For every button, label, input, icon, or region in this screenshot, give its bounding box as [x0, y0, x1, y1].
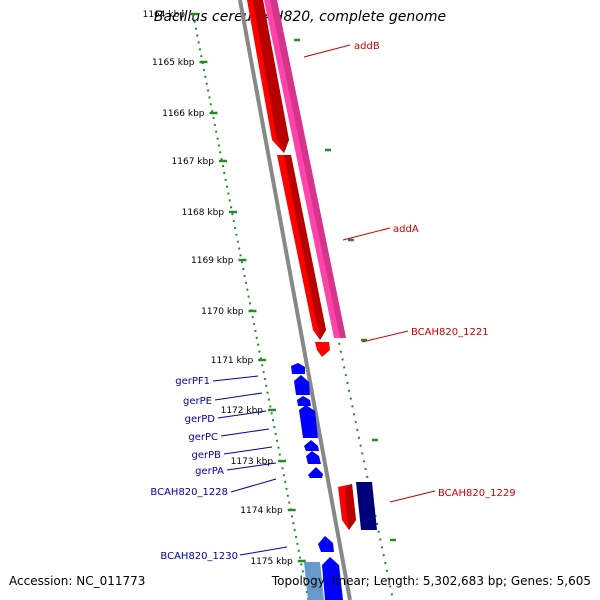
gene-BCAH820-1230	[318, 536, 334, 552]
gene-label[interactable]: BCAH820_1229	[438, 488, 516, 499]
gene-BCAH820-1228	[308, 467, 323, 478]
gene-dark-navy	[356, 482, 377, 530]
gene-label-leader	[389, 490, 436, 503]
gene-label-leader	[217, 410, 267, 419]
tick-label: 1171 kbp	[211, 356, 254, 366]
tick-label: 1175 kbp	[250, 557, 293, 567]
gene-light-blue-bottom	[304, 562, 324, 600]
gene-label[interactable]: gerPD	[185, 414, 216, 425]
tick-label: 1170 kbp	[201, 307, 244, 317]
tick-label: 1173 kbp	[231, 457, 274, 467]
gene-label[interactable]: addA	[393, 224, 419, 235]
gene-label-leader	[226, 462, 277, 471]
map-title: Bacillus cereus AH820, complete genome	[153, 9, 447, 25]
gene-label-leader	[230, 478, 277, 493]
gene-gerPC	[299, 405, 318, 438]
gene-gerPE	[294, 375, 310, 395]
tick-label: 1166 kbp	[162, 109, 205, 119]
genome-summary-text: Topology: linear; Length: 5,302,683 bp; …	[271, 574, 591, 588]
gene-label[interactable]: gerPC	[188, 432, 218, 443]
tick-label: 1174 kbp	[240, 506, 283, 516]
tick-label: 1165 kbp	[152, 58, 195, 68]
gene-label[interactable]: gerPF1	[175, 376, 210, 387]
gene-BCAH820-1229-shade	[345, 484, 356, 530]
gene-label-leader	[220, 428, 270, 437]
gene-label-leader	[239, 546, 288, 556]
gene-label-leader	[342, 227, 391, 241]
tick-label: 1172 kbp	[221, 406, 264, 416]
gene-addA-shade	[284, 155, 326, 340]
tick-label: 1169 kbp	[191, 256, 234, 266]
gene-label-leader	[212, 375, 259, 382]
gene-label-leader	[361, 330, 409, 343]
gene-pink-band-shade	[270, 0, 346, 338]
accession-text: Accession: NC_011773	[9, 574, 146, 588]
gene-label[interactable]: gerPB	[191, 450, 221, 461]
gene-gerPD	[297, 396, 311, 406]
gene-label[interactable]: gerPE	[183, 396, 212, 407]
gene-blue-bottom	[322, 557, 343, 600]
tick-label: 1168 kbp	[182, 208, 225, 218]
tick-track: 1164 kbp 1165 kbp 1166 kbp 1167 kbp 1168 kbp…	[143, 10, 396, 600]
tick-track-line	[192, 13, 310, 600]
tick-label: 1167 kbp	[172, 157, 215, 167]
gene-BCAH820-1221	[315, 342, 330, 357]
gene-addB-shade	[253, 0, 289, 153]
gene-label[interactable]: BCAH820_1221	[411, 327, 489, 338]
gene-label[interactable]: BCAH820_1230	[160, 551, 238, 562]
gene-label[interactable]: gerPA	[195, 466, 224, 477]
backbone-line	[238, 0, 352, 600]
gene-gerPB	[304, 440, 319, 451]
tick-label: 1164 kbp	[143, 10, 186, 20]
gene-label[interactable]: addB	[354, 41, 380, 52]
gene-label-leader	[303, 44, 351, 58]
gene-gerPA	[306, 451, 321, 464]
gene-label-leader	[214, 392, 263, 401]
gene-features	[247, 0, 377, 600]
genome-backbone	[238, 0, 352, 600]
gene-label-leader	[223, 446, 273, 455]
gene-labels: addB addA BCAH820_1221 BCAH820_1229 gerPF1 ge…	[150, 41, 515, 562]
gene-gerPF1	[291, 363, 305, 374]
gene-label[interactable]: BCAH820_1228	[150, 487, 228, 498]
